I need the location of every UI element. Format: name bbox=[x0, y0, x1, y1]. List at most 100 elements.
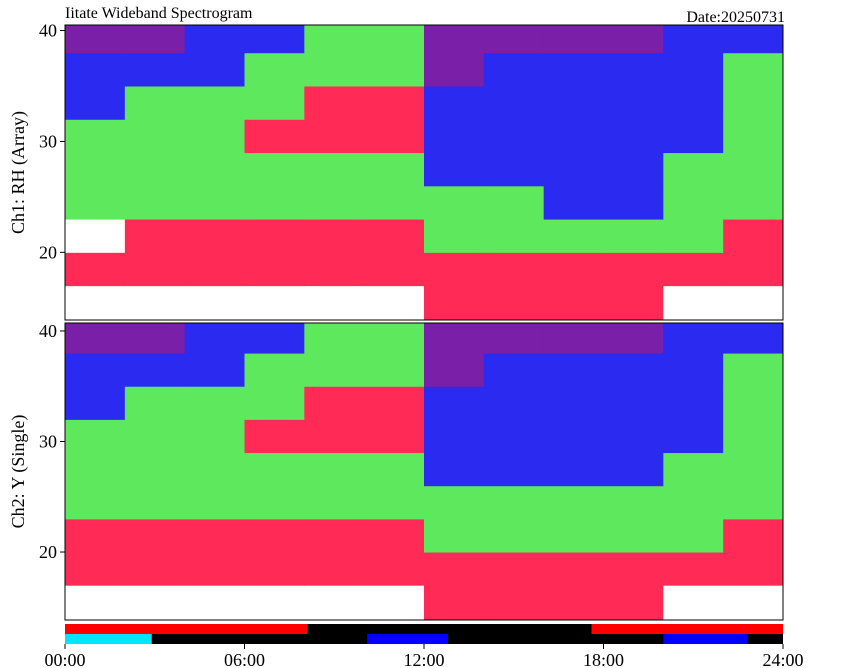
heatmap-cell bbox=[184, 25, 245, 54]
heatmap-cell bbox=[723, 485, 783, 520]
heatmap-cell bbox=[65, 152, 126, 187]
heatmap-cell bbox=[723, 119, 783, 154]
heatmap-cell bbox=[124, 585, 186, 620]
heatmap-cell bbox=[603, 585, 664, 620]
heatmap-cell bbox=[483, 25, 545, 54]
heatmap-cell bbox=[244, 25, 305, 54]
heatmap-cell bbox=[304, 585, 365, 620]
heatmap-cell bbox=[304, 552, 365, 586]
x-tick-label: 12:00 bbox=[403, 650, 444, 668]
heatmap-cell bbox=[244, 386, 305, 420]
heatmap-cell bbox=[424, 152, 485, 187]
heatmap-cell bbox=[603, 386, 664, 420]
heatmap-cell bbox=[65, 419, 126, 454]
heatmap-cell bbox=[364, 419, 425, 454]
heatmap-cell bbox=[543, 119, 604, 154]
panel-frame bbox=[64, 24, 784, 321]
heatmap-cell bbox=[65, 518, 126, 553]
heatmap-cell bbox=[483, 119, 545, 154]
heatmap-cell bbox=[244, 119, 305, 154]
heatmap-cell bbox=[124, 285, 186, 320]
heatmap-cell bbox=[543, 353, 604, 387]
heatmap-cell bbox=[424, 585, 485, 620]
heatmap-cell bbox=[124, 52, 186, 87]
heatmap-cell bbox=[723, 185, 783, 220]
y-tick-label: 30 bbox=[39, 131, 57, 151]
heatmap-cell bbox=[364, 323, 425, 354]
heatmap-cell bbox=[663, 152, 724, 187]
heatmap-cell bbox=[543, 52, 604, 87]
y-tick-label: 40 bbox=[39, 321, 57, 341]
heatmap-cell bbox=[424, 552, 485, 586]
heatmap-cell bbox=[424, 419, 485, 454]
heatmap-cell bbox=[424, 25, 485, 54]
heatmap-cell bbox=[65, 452, 126, 487]
heatmap-cell bbox=[483, 353, 545, 387]
heatmap-cell bbox=[723, 323, 783, 354]
heatmap-cell bbox=[723, 285, 783, 320]
heatmap-cell bbox=[723, 25, 783, 54]
heatmap-cell bbox=[483, 452, 545, 487]
heatmap-cell bbox=[184, 119, 245, 154]
heatmap-cell bbox=[304, 25, 365, 54]
panel-frame bbox=[64, 322, 784, 621]
heatmap-cell bbox=[184, 323, 245, 354]
heatmap-cell bbox=[124, 452, 186, 487]
heatmap-cell bbox=[723, 85, 783, 120]
heatmap-cell bbox=[364, 152, 425, 187]
heatmap-cell bbox=[663, 419, 724, 454]
heatmap-cell bbox=[543, 25, 604, 54]
heatmap-cell bbox=[603, 323, 664, 354]
heatmap-cell bbox=[244, 219, 305, 253]
heatmap-cell bbox=[364, 119, 425, 154]
heatmap-cell bbox=[184, 285, 245, 320]
heatmap-cell bbox=[304, 152, 365, 187]
heatmap-cell bbox=[244, 323, 305, 354]
heatmap-cell bbox=[65, 323, 126, 354]
heatmap-cell bbox=[543, 252, 604, 287]
heatmap-cell bbox=[65, 353, 126, 387]
heatmap-cell bbox=[364, 353, 425, 387]
heatmap-cell bbox=[364, 252, 425, 287]
status-segment bbox=[591, 624, 783, 634]
heatmap-cell bbox=[424, 52, 485, 87]
heatmap-cell bbox=[364, 585, 425, 620]
heatmap-cell bbox=[184, 185, 245, 220]
heatmap-cell bbox=[65, 85, 126, 120]
heatmap-cell bbox=[184, 85, 245, 120]
heatmap-cell bbox=[543, 386, 604, 420]
heatmap-cell bbox=[543, 452, 604, 487]
heatmap-cell bbox=[663, 518, 724, 553]
heatmap-cell bbox=[184, 419, 245, 454]
heatmap-cell bbox=[65, 25, 126, 54]
heatmap-cell bbox=[663, 452, 724, 487]
heatmap-cell bbox=[364, 185, 425, 220]
heatmap-cell bbox=[184, 552, 245, 586]
heatmap-cell bbox=[424, 452, 485, 487]
heatmap-cell bbox=[424, 119, 485, 154]
heatmap-cell bbox=[424, 252, 485, 287]
y-axis-label: Ch2: Y (Single) bbox=[8, 415, 29, 529]
heatmap-cell bbox=[364, 52, 425, 87]
heatmap-cell bbox=[663, 323, 724, 354]
heatmap-cell bbox=[65, 119, 126, 154]
heatmap-cell bbox=[603, 285, 664, 320]
heatmap-cell bbox=[184, 353, 245, 387]
heatmap-cell bbox=[424, 386, 485, 420]
heatmap-cell bbox=[663, 386, 724, 420]
heatmap-cell bbox=[364, 518, 425, 553]
heatmap-cell bbox=[603, 185, 664, 220]
x-tick-label: 06:00 bbox=[224, 650, 265, 668]
heatmap-cell bbox=[543, 323, 604, 354]
heatmap-cell bbox=[603, 219, 664, 253]
heatmap-cell bbox=[424, 323, 485, 354]
heatmap-cell bbox=[65, 219, 126, 253]
heatmap-cell bbox=[543, 152, 604, 187]
heatmap-cell bbox=[723, 353, 783, 387]
y-axis-label: Ch1: RH (Array) bbox=[8, 111, 29, 234]
heatmap-cell bbox=[244, 552, 305, 586]
heatmap-cell bbox=[244, 353, 305, 387]
heatmap-cell bbox=[364, 386, 425, 420]
heatmap-cell bbox=[603, 552, 664, 586]
heatmap-cell bbox=[364, 452, 425, 487]
